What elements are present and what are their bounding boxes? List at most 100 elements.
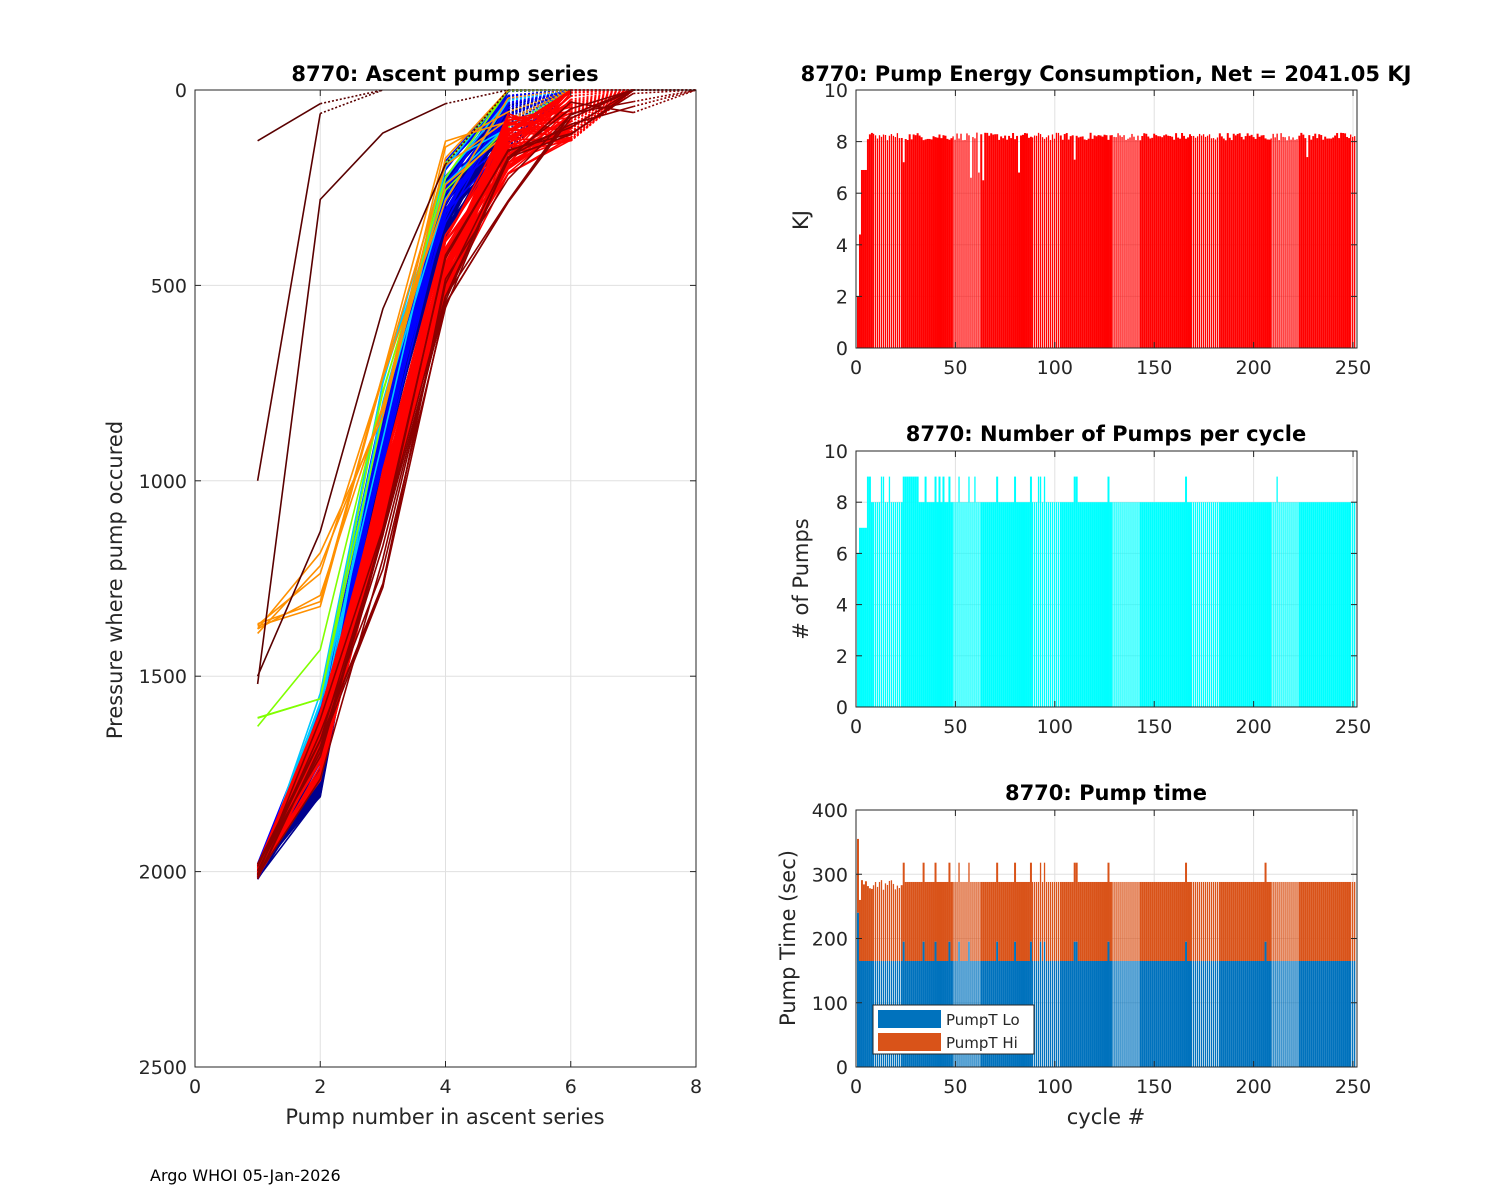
- bar: [1050, 140, 1051, 348]
- bar: [1179, 502, 1181, 707]
- bar-hi: [891, 880, 892, 961]
- bar: [1161, 502, 1163, 707]
- bar: [891, 502, 892, 707]
- bar: [992, 135, 994, 348]
- bar-hi: [1278, 882, 1279, 961]
- bar-lo: [1213, 961, 1214, 1067]
- bar-lo: [1320, 961, 1322, 1067]
- bar-hi: [1280, 882, 1281, 961]
- bar-lo: [867, 961, 869, 1067]
- bar-hi: [1201, 882, 1202, 961]
- bar: [1225, 140, 1227, 348]
- bar: [1102, 137, 1104, 348]
- pumps-ylabel: # of Pumps: [789, 518, 813, 640]
- bar: [1346, 502, 1348, 707]
- bar: [1282, 502, 1283, 707]
- bar-hi: [1282, 882, 1283, 961]
- bar-hi: [1062, 882, 1064, 961]
- bar: [907, 140, 909, 348]
- bar: [1322, 140, 1324, 348]
- y-tick-label: 500: [151, 275, 187, 297]
- y-tick-label: 1500: [139, 666, 187, 688]
- bar: [1062, 140, 1064, 348]
- bar: [1332, 502, 1334, 707]
- bar-lo: [1300, 961, 1302, 1067]
- bar: [1249, 136, 1251, 348]
- bar: [1298, 136, 1300, 348]
- bar-hi: [1000, 882, 1002, 961]
- bar: [909, 134, 911, 348]
- bar-lo: [861, 961, 863, 1067]
- bar-lo: [1060, 961, 1062, 1067]
- bar: [1306, 157, 1308, 348]
- bar: [1290, 140, 1291, 348]
- bar-hi: [1187, 882, 1189, 961]
- bar: [968, 135, 969, 348]
- bar: [982, 180, 984, 348]
- bar-hi: [1233, 882, 1235, 961]
- bar: [1276, 134, 1277, 348]
- bar-hi: [996, 863, 998, 942]
- bar-hi: [1221, 882, 1223, 961]
- bar: [1209, 502, 1210, 707]
- bar-hi: [1018, 882, 1020, 961]
- bar: [1316, 502, 1318, 707]
- bar: [996, 477, 998, 707]
- bar-lo: [1100, 961, 1102, 1067]
- bar-lo: [1280, 961, 1281, 1067]
- bar: [1169, 502, 1171, 707]
- bar-lo: [1080, 961, 1082, 1067]
- bar: [1213, 138, 1214, 348]
- bar: [1058, 133, 1059, 348]
- bar: [1092, 502, 1094, 707]
- pumptime-xlabel: cycle #: [1067, 1105, 1146, 1129]
- bar: [1163, 135, 1165, 348]
- bar-hi: [976, 882, 977, 961]
- bar: [1117, 133, 1118, 348]
- x-tick-label: 50: [943, 716, 967, 738]
- bar-hi: [1030, 863, 1032, 942]
- bar: [1155, 135, 1157, 348]
- bar-lo: [1145, 961, 1147, 1067]
- bar: [1169, 136, 1171, 348]
- bar-lo: [1229, 961, 1231, 1067]
- bar: [950, 138, 952, 348]
- bar-lo: [1129, 961, 1130, 1067]
- bar: [923, 502, 925, 707]
- bar: [1344, 133, 1346, 348]
- bar: [1251, 502, 1253, 707]
- x-tick-label: 200: [1235, 716, 1271, 738]
- pumptime-ylabel: Pump Time (sec): [776, 850, 800, 1026]
- bar: [1308, 502, 1310, 707]
- bar: [1056, 502, 1057, 707]
- bar-lo: [1239, 961, 1241, 1067]
- bar: [1296, 502, 1297, 707]
- bar: [873, 134, 874, 348]
- bar-hi: [1235, 882, 1237, 961]
- bar: [984, 133, 986, 348]
- y-tick-label: 300: [812, 864, 848, 886]
- bar-hi: [1163, 882, 1165, 961]
- bar: [1147, 502, 1149, 707]
- bar-lo: [1251, 961, 1253, 1067]
- bar-hi: [1028, 882, 1030, 961]
- bar-hi: [1352, 882, 1353, 961]
- bar: [1024, 502, 1026, 707]
- bar: [990, 133, 992, 348]
- bar-hi: [946, 882, 948, 961]
- bar-hi: [859, 900, 861, 961]
- bar: [1352, 137, 1353, 348]
- pumptime-title: 8770: Pump time: [1005, 781, 1207, 805]
- bar-lo: [1157, 961, 1159, 1067]
- bar-lo: [1078, 961, 1080, 1067]
- bar: [1231, 502, 1233, 707]
- bar: [1259, 502, 1261, 707]
- bar: [1014, 139, 1016, 348]
- bar: [1328, 138, 1330, 348]
- bar-hi: [1127, 882, 1128, 961]
- legend-label-lo: PumpT Lo: [946, 1011, 1020, 1029]
- bar-lo: [1288, 961, 1289, 1067]
- bar-hi: [1125, 882, 1126, 961]
